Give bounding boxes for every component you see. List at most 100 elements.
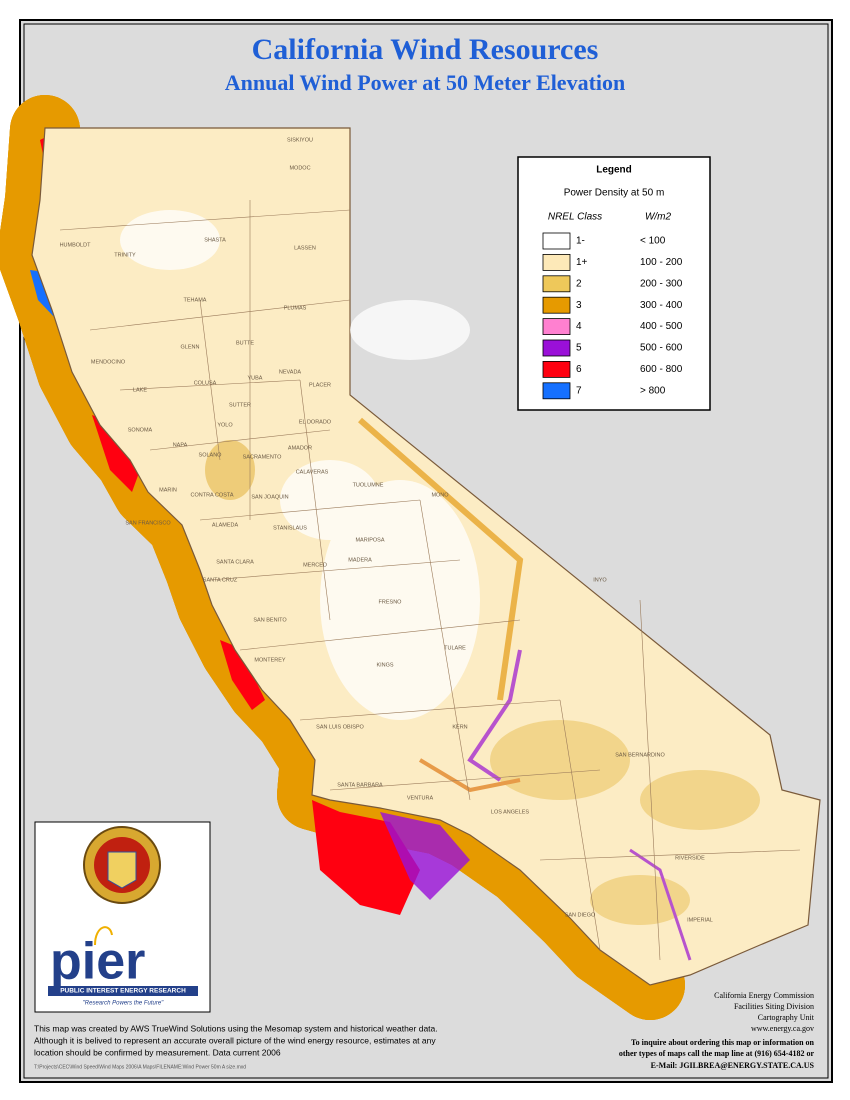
credits: California Energy Commission Facilities S… (619, 991, 815, 1070)
county-label: NAPA (173, 442, 188, 448)
legend-class: 3 (576, 300, 582, 311)
county-label: SAN LUIS OBISPO (316, 724, 364, 730)
band-5-channel (380, 812, 470, 900)
band-6-mendo (92, 415, 140, 492)
county-label: NEVADA (279, 369, 302, 375)
legend-subtitle: Power Density at 50 m (564, 188, 665, 199)
legend-column: NREL Class (548, 212, 602, 223)
county-labels: SISKIYOU MODOC HUMBOLDT TRINITY SHASTA LASSEN… (60, 137, 713, 923)
pier-banner-text: PUBLIC INTEREST ENERGY RESEARCH (60, 988, 186, 995)
tehachapi-ridge (467, 649, 522, 782)
county-label: BUTTE (236, 340, 254, 346)
county-lines (59, 200, 801, 961)
county-label: PLACER (309, 382, 331, 388)
county-label: MARIN (159, 487, 177, 493)
county-label: EL DORADO (299, 419, 332, 425)
county-label: LOS ANGELES (491, 809, 530, 815)
county-label: CALAVERAS (296, 469, 329, 475)
county-label: SAN FRANCISCO (125, 520, 171, 526)
county-label: TULARE (444, 645, 466, 651)
county-label: SAN BENITO (253, 617, 287, 623)
county-label: MODOC (289, 165, 310, 171)
low-area (350, 300, 470, 360)
county-label: SAN JOAQUIN (251, 494, 288, 500)
legend-title: Legend (596, 165, 632, 176)
sierra-ridge (358, 417, 524, 701)
county-label: HUMBOLDT (60, 242, 92, 248)
legend-range: 200 - 300 (640, 278, 683, 289)
county-label: MADERA (348, 557, 372, 563)
note-line: Although it is belived to represent an a… (34, 1035, 436, 1045)
seal-shield (107, 851, 137, 889)
county-label: SISKIYOU (287, 137, 313, 143)
county-label: PLUMAS (284, 305, 307, 311)
note-line: This map was created by AWS TrueWind Sol… (34, 1023, 438, 1033)
credit-line: California Energy Commission (714, 991, 814, 1000)
san-gorgonio (629, 848, 692, 961)
county-label: KINGS (376, 662, 393, 668)
frame-inner (23, 23, 829, 1079)
legend-range: > 800 (640, 385, 666, 396)
county-label: RIVERSIDE (675, 855, 705, 861)
county-label: MERCED (303, 562, 327, 568)
legend-range: 100 - 200 (640, 257, 683, 268)
county-label: SANTA CLARA (216, 559, 254, 565)
ridge (418, 758, 521, 793)
county-label: STANISLAUS (273, 525, 307, 531)
legend-class: 2 (576, 278, 582, 289)
county-label: SANTA CRUZ (203, 577, 238, 583)
county-boundaries (59, 200, 801, 961)
legend-class: 4 (576, 321, 582, 332)
credit-line: E-Mail: JGILBREA@ENERGY.STATE.CA.US (651, 1061, 815, 1070)
legend-swatch (542, 253, 571, 271)
county-label: MONO (431, 492, 449, 498)
legend-range: < 100 (640, 236, 666, 247)
county-label: INYO (593, 577, 607, 583)
credit-line: To inquire about ordering this map or in… (631, 1038, 815, 1047)
pier-banner (48, 986, 198, 996)
county-label: VENTURA (407, 795, 434, 801)
legend-swatch (542, 232, 571, 250)
pier-bulb (94, 926, 113, 946)
county-label: SHASTA (204, 237, 226, 243)
pier-tagline: "Research Powers the Future" (83, 1001, 164, 1007)
credit-line: www.energy.ca.gov (751, 1024, 814, 1033)
file-path: T:\Projects\CEC\Wind Speed\Wind Maps 200… (34, 1064, 246, 1070)
legend-class: 1+ (576, 257, 588, 268)
county-label: FRESNO (379, 599, 403, 605)
county-label: KERN (452, 724, 467, 730)
county-label: TEHAMA (184, 297, 207, 303)
county-label: MARIPOSA (355, 537, 384, 543)
legend: Legend Power Density at 50 m NREL Class … (517, 156, 711, 411)
notes: This map was created by AWS TrueWind Sol… (34, 1023, 438, 1070)
county-label: SOLANO (199, 452, 223, 458)
county-label: SUTTER (229, 402, 251, 408)
delta-class2 (205, 440, 255, 500)
county-label: CONTRA COSTA (191, 492, 234, 498)
county-label: MONTEREY (254, 657, 286, 663)
county-label: IMPERIAL (687, 917, 713, 923)
desert-class2 (490, 720, 630, 800)
map-title: California Wind Resources (252, 33, 599, 66)
county-label: LASSEN (294, 245, 316, 251)
legend-class: 6 (576, 364, 582, 375)
land-wind-texture (120, 210, 760, 961)
legend-class: 5 (576, 343, 582, 354)
legend-range: 300 - 400 (640, 300, 683, 311)
low-area (280, 460, 380, 540)
county-label: SAN BERNARDINO (615, 752, 665, 758)
county-label: MENDOCINO (91, 359, 126, 365)
county-label: YOLO (217, 422, 233, 428)
legend-swatch (542, 275, 571, 293)
desert-class2 (640, 770, 760, 830)
credit-line: Facilities Siting Division (734, 1002, 814, 1011)
band-6-bigsur (220, 640, 265, 710)
county-label: SANTA BARBARA (337, 782, 383, 788)
note-line: location should be confirmed by measurem… (34, 1047, 281, 1057)
county-label: GLENN (181, 344, 200, 350)
legend-class: 7 (576, 385, 582, 396)
legend-swatch (542, 360, 571, 378)
low-area (120, 210, 220, 270)
